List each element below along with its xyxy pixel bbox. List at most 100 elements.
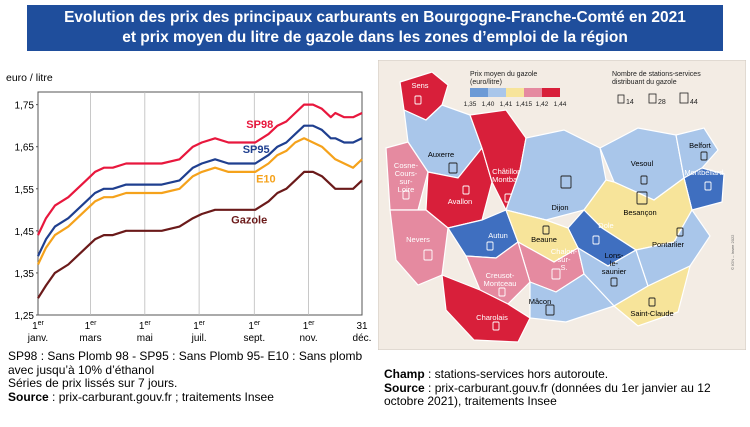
- series-label-sp95: SP95: [243, 144, 270, 156]
- title-line-1: Evolution des prix des principaux carbur…: [64, 9, 686, 26]
- source-text: : prix-carburant.gouv.fr ; traitements I…: [48, 389, 274, 404]
- zone-label-auxerre: Auxerre: [428, 150, 454, 159]
- legend-swatch: [506, 88, 524, 97]
- smoothing-note: Séries de prix lissés sur 7 jours.: [8, 376, 178, 390]
- map-legend-price: Prix moyen du gazole (euro/litre) 1,35 1,40…: [464, 71, 567, 108]
- legend-price-tick: 1,44: [554, 101, 567, 108]
- series-line-sp95: [37, 124, 363, 257]
- station-icon: [610, 277, 618, 287]
- y-tick-label: 1,75: [15, 101, 35, 112]
- scope-text: : stations-services hors autoroute.: [424, 367, 609, 381]
- station-icon: [640, 175, 648, 185]
- zone-label-charolais: Charolais: [476, 313, 508, 322]
- zone-label-cosne-cours-sur-loire: Cosne-Cours-sur-Loire: [394, 161, 419, 194]
- station-icon: [560, 175, 572, 189]
- zone-label-belfort: Belfort: [689, 141, 712, 150]
- station-icon: [592, 235, 600, 245]
- zone-charolais: [441, 274, 531, 343]
- y-tick-label: 1,55: [15, 185, 35, 196]
- fuel-abbreviations-note: SP98 : Sans Plomb 98 - SP95 : Sans Plomb…: [8, 349, 363, 377]
- legend-station-value: 14: [626, 99, 634, 106]
- zone-label-beaune: Beaune: [531, 235, 557, 244]
- map-credit: © IGN – Insee 2022: [730, 234, 735, 270]
- diesel-price-map: Sens Auxerre Cosne-Cours-sur-Loire Avallon C…: [378, 60, 746, 350]
- station-icon: [545, 304, 555, 316]
- zone-label-avallon: Avallon: [448, 197, 472, 206]
- legend-swatch: [470, 88, 488, 97]
- legend-stations-title: Nombre de stations-services distribuant d…: [612, 71, 701, 86]
- zone-label-sens: Sens: [411, 81, 428, 90]
- legend-station-icon: [679, 92, 689, 104]
- plot-frame: [37, 91, 363, 316]
- x-tick-month: déc.: [353, 333, 372, 344]
- zone-cosne-cours-sur-loire: [385, 141, 429, 211]
- zone-label-dole: Dole: [598, 221, 613, 230]
- legend-price-title: Prix moyen du gazole (euro/litre): [470, 71, 537, 86]
- zone-label-autun: Autun: [488, 231, 508, 240]
- scope-note: Champ : stations-services hors autoroute…: [384, 367, 744, 382]
- x-tick-label: 1er: [303, 320, 315, 332]
- zone-label-saint-claude: Saint-Claude: [630, 309, 673, 318]
- zone-nevers: [389, 209, 449, 286]
- x-tick-label: 1er: [32, 320, 44, 332]
- x-tick-month: sept.: [243, 333, 265, 344]
- legend-swatch: [542, 88, 560, 97]
- zone-label-lons-le-saunier: Lons-le-saunier: [602, 251, 627, 276]
- series-label-gazole: Gazole: [231, 215, 267, 227]
- map-source-label: Source: [384, 380, 425, 395]
- zone-label-chalon-sur-s-: Chalon-sur-S.: [551, 247, 578, 272]
- scope-label: Champ: [384, 367, 425, 381]
- zone-label-ch-tillon-montbard: Châtillon-Montbard: [492, 167, 524, 184]
- x-tick-month: mars: [79, 333, 101, 344]
- title-banner: Evolution des prix des principaux carbur…: [27, 5, 723, 51]
- station-icon: [704, 181, 712, 191]
- legend-station-icon: [617, 94, 625, 104]
- station-icon: [486, 241, 494, 251]
- y-tick-label: 1,65: [15, 143, 35, 154]
- station-icon: [402, 190, 410, 200]
- chart-notes: SP98 : Sans Plomb 98 - SP95 : Sans Plomb…: [8, 349, 363, 405]
- legend-price-tick: 1,415: [516, 101, 533, 108]
- series-line-e10: [37, 137, 363, 265]
- legend-station-value: 44: [690, 99, 698, 106]
- station-icon: [551, 268, 561, 280]
- map-source-text: : prix-carburant.gouv.fr (données du 1er…: [384, 380, 711, 408]
- x-tick-month: juil.: [191, 333, 207, 344]
- source-label: Source: [8, 389, 49, 404]
- zone-belfort: [675, 127, 719, 179]
- station-icon: [542, 225, 550, 235]
- x-tick-label: 1er: [139, 320, 151, 332]
- zone-label-montb-liard: Montbéliard: [684, 168, 723, 177]
- zone-label-m-con: Mâcon: [529, 297, 552, 306]
- zone-label-vesoul: Vesoul: [631, 159, 654, 168]
- station-icon: [492, 321, 500, 331]
- series-label-sp98: SP98: [246, 119, 273, 131]
- legend-station-value: 28: [658, 99, 666, 106]
- y-tick-label: 1,35: [15, 269, 35, 280]
- legend-price-tick: 1,41: [500, 101, 513, 108]
- x-tick-label: 31: [356, 321, 368, 332]
- legend-price-tick: 1,40: [482, 101, 495, 108]
- y-tick-label: 1,45: [15, 227, 35, 238]
- legend-price-tick: 1,35: [464, 101, 477, 108]
- station-icon: [636, 191, 648, 205]
- station-icon: [414, 95, 422, 105]
- station-icon: [676, 227, 684, 237]
- map-source-note: Source : prix-carburant.gouv.fr (données…: [384, 380, 744, 409]
- fuel-price-line-chart: 1erjanv.1ermars1ermai1erjuil.1ersept.1er…: [15, 91, 372, 344]
- series-line-sp98: [37, 103, 363, 236]
- zone-label-dijon: Dijon: [551, 203, 568, 212]
- zone-label-nevers: Nevers: [406, 235, 430, 244]
- legend-price-tick: 1,42: [536, 101, 549, 108]
- y-axis-unit-label: euro / litre: [6, 72, 53, 84]
- x-tick-month: mai: [137, 333, 153, 344]
- station-icon: [462, 185, 470, 195]
- legend-swatch: [488, 88, 506, 97]
- series-label-e10: E10: [256, 173, 276, 185]
- zone-label-pontarlier: Pontarlier: [652, 240, 685, 249]
- chart-source-note: Source : prix-carburant.gouv.fr ; traite…: [8, 389, 363, 405]
- zone-label-creusot-montceau: Creusot-Montceau: [484, 271, 517, 288]
- station-icon: [700, 151, 708, 161]
- x-tick-month: janv.: [27, 333, 48, 344]
- x-tick-label: 1er: [193, 320, 205, 332]
